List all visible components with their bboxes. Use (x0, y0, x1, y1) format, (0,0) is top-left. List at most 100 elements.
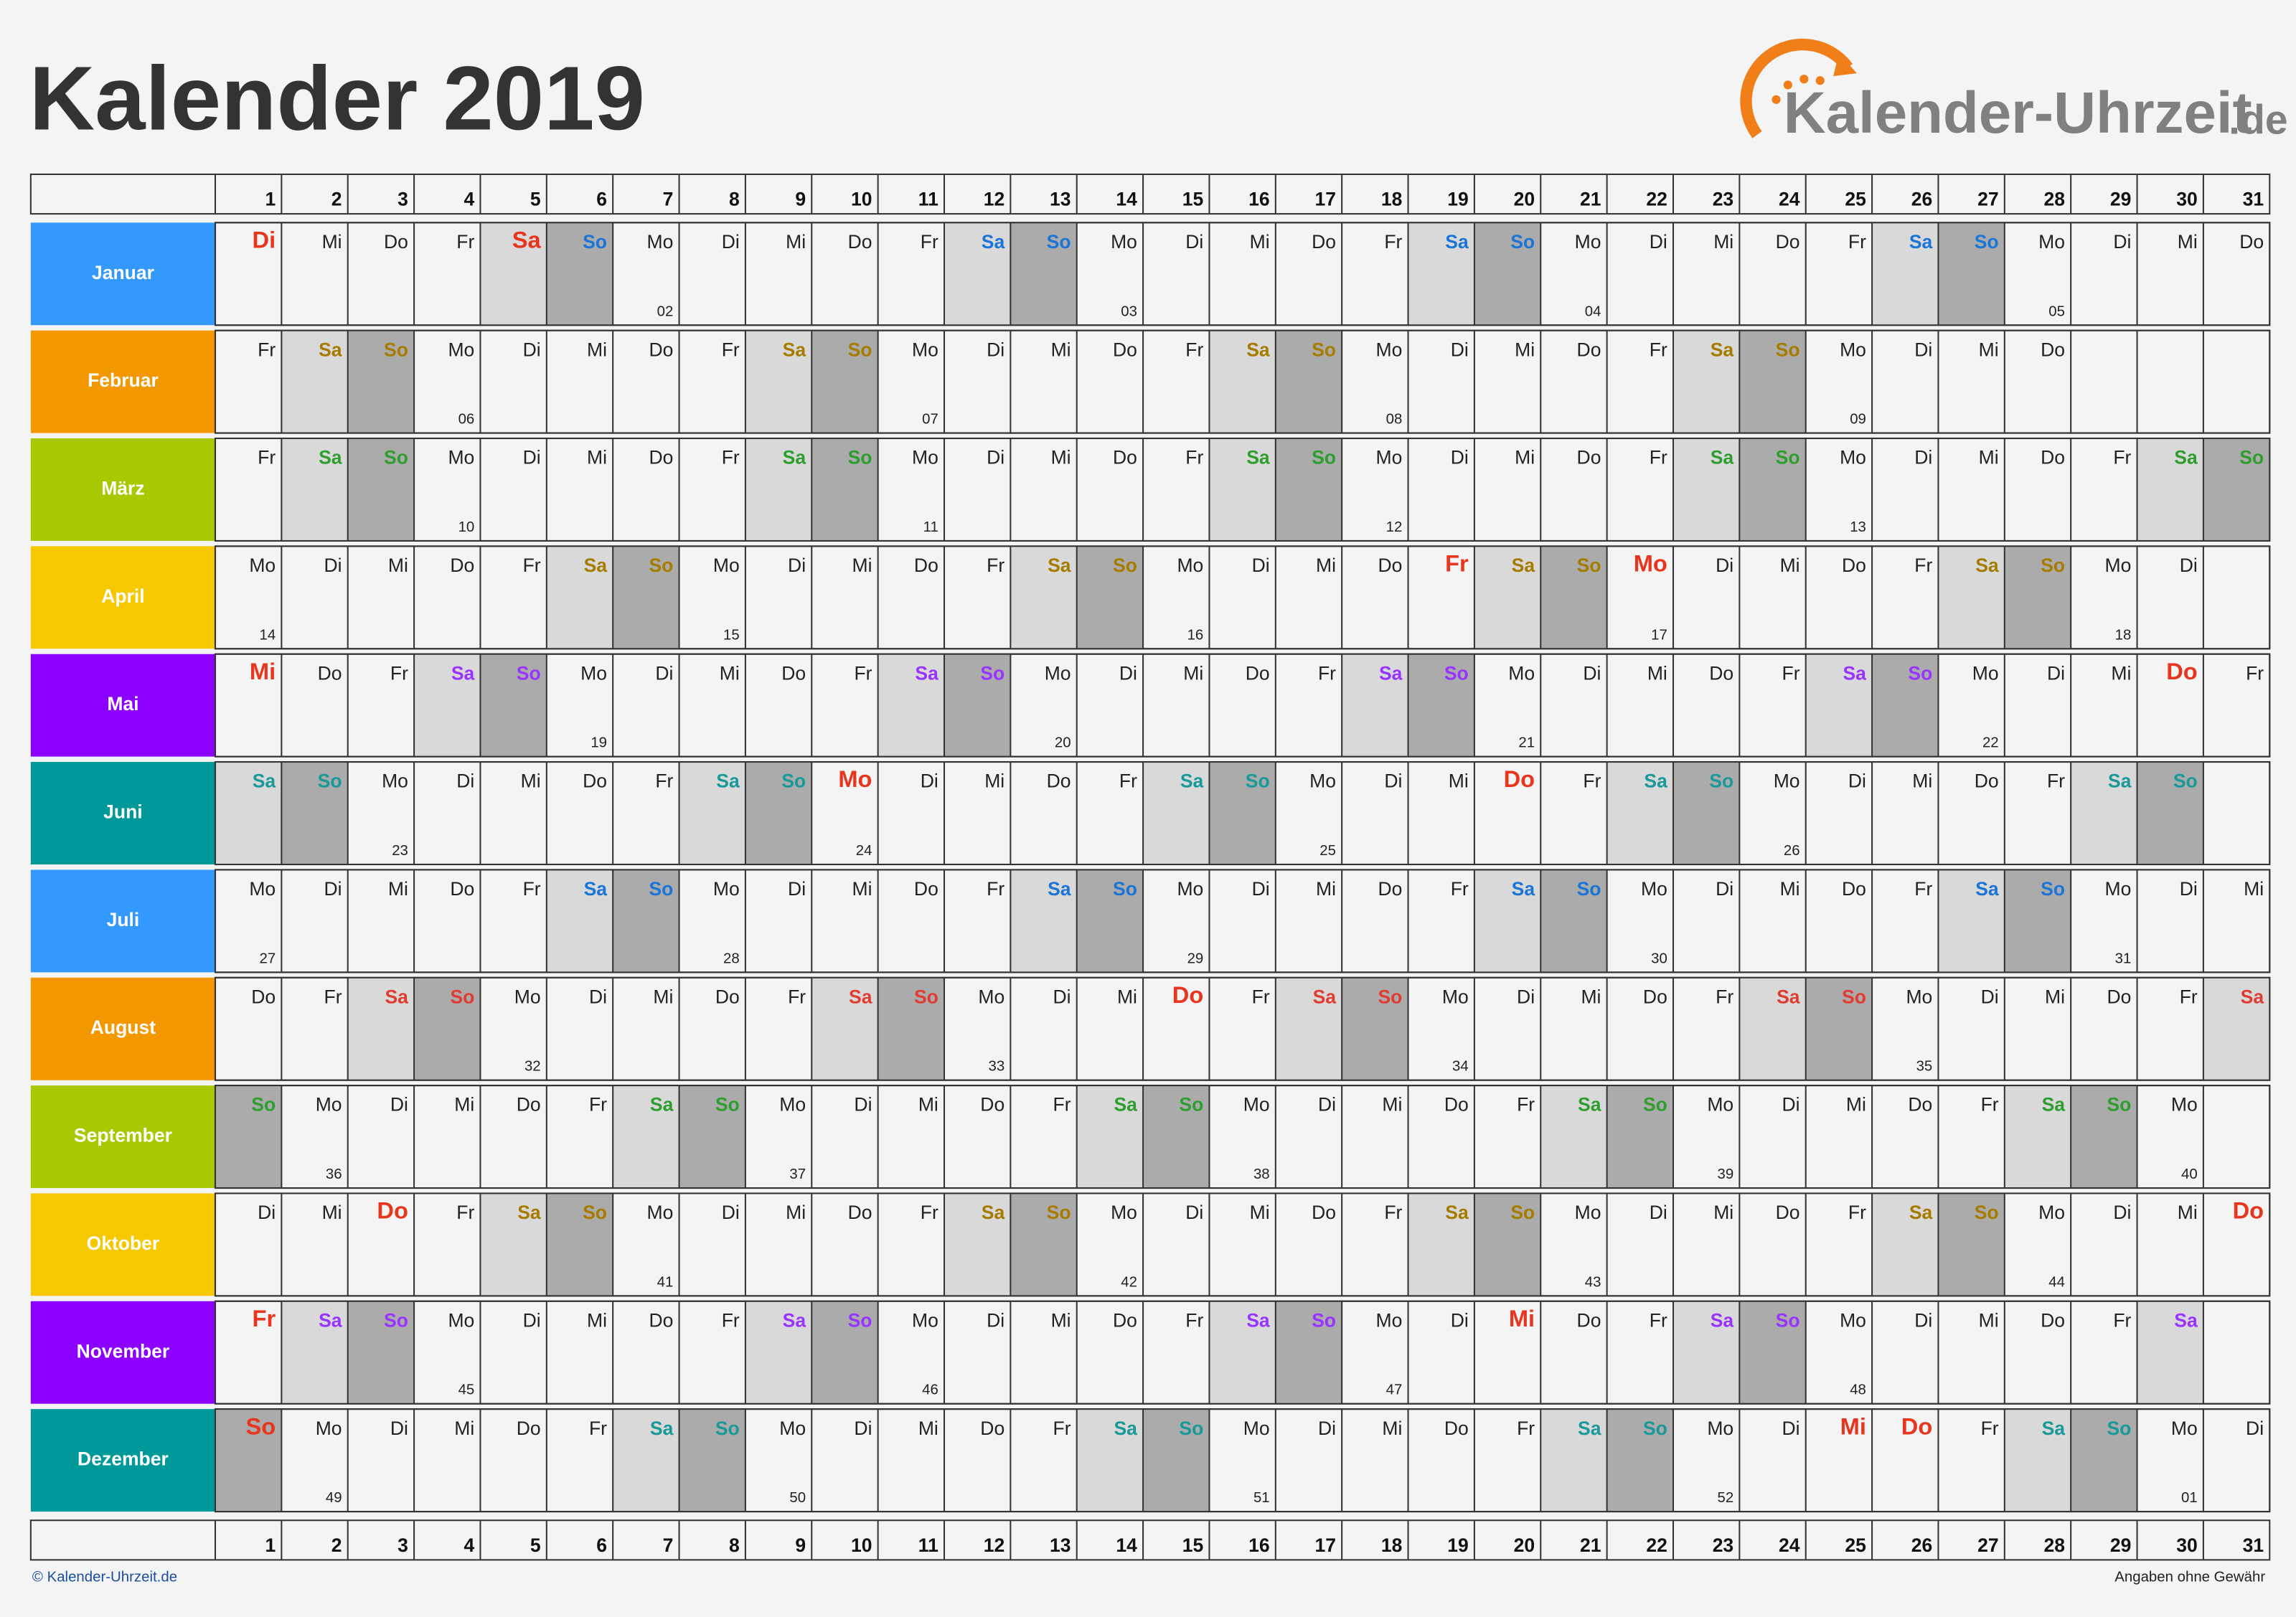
weekday: Mo (1177, 555, 1203, 576)
weekday: Fr (2113, 1309, 2131, 1331)
day-number: 8 (729, 189, 740, 210)
weekday: Mi (1713, 231, 1733, 253)
weekday: Do (1842, 878, 1866, 900)
title: Kalender 2019 (29, 47, 645, 148)
weekday: Mi (322, 231, 342, 253)
weekend-cell (679, 1409, 745, 1512)
weekday: Sa (1777, 986, 1800, 1007)
weekday: Do (1709, 662, 1733, 684)
weekend-cell (546, 222, 613, 326)
holiday-weekday: Do (1172, 981, 1204, 1008)
weekday: Fr (1914, 555, 1932, 576)
weekday: Di (722, 1202, 740, 1223)
weekday: Di (987, 1309, 1004, 1331)
week-number: 50 (789, 1490, 806, 1506)
weekday: Sa (849, 986, 872, 1007)
weekday: Mi (1581, 986, 1601, 1007)
weekend-cell (1938, 546, 2005, 649)
logo-tld: .de (2229, 98, 2288, 143)
weekday: So (1510, 1202, 1535, 1223)
holiday-weekday: Mo (838, 765, 872, 792)
weekday: Mi (852, 878, 872, 900)
month-row (214, 1408, 2271, 1513)
day-number: 27 (1977, 1534, 1998, 1556)
weekday: Mo (1442, 986, 1469, 1007)
month-name: Februar (88, 369, 159, 391)
weekday: Fr (722, 447, 740, 468)
weekday: Mi (1979, 339, 1999, 360)
weekday: Do (1444, 1094, 1469, 1116)
weekday: Do (450, 555, 474, 576)
day-number: 21 (1580, 1534, 1601, 1556)
weekday: Mo (1111, 1202, 1137, 1223)
weekday: Di (1451, 1309, 1469, 1331)
weekday: Mo (1641, 878, 1667, 900)
week-number: 28 (723, 951, 740, 966)
month-row (214, 976, 2271, 1081)
day-number: 9 (795, 1534, 806, 1556)
weekday: Fr (1517, 1094, 1535, 1116)
month-name: März (101, 478, 144, 499)
month-label-box (30, 654, 215, 757)
weekend-cell (1938, 222, 2005, 326)
weekday: Sa (982, 1202, 1005, 1223)
header-row (29, 173, 2271, 215)
weekday: So (1842, 986, 1866, 1007)
weekday: Fr (456, 231, 474, 253)
weekday: Mo (647, 231, 674, 253)
weekday: So (649, 555, 673, 576)
weekday: Do (1312, 231, 1336, 253)
weekend-cell (546, 1193, 613, 1296)
weekday: Mi (388, 878, 408, 900)
week-number: 46 (922, 1382, 938, 1398)
week-number: 05 (2048, 303, 2065, 319)
weekday: Do (2041, 339, 2065, 360)
day-number: 26 (1911, 1534, 1932, 1556)
weekday: Fr (456, 1202, 474, 1223)
weekend-cell (2004, 1085, 2071, 1189)
day-number: 5 (530, 189, 541, 210)
weekend-cell (1872, 222, 1939, 326)
weekday: Do (649, 447, 673, 468)
weekday: Do (649, 1309, 673, 1331)
weekday: Do (980, 1418, 1004, 1439)
weekend-cell (347, 1301, 415, 1404)
month-label-box (30, 977, 215, 1080)
week-number: 03 (1121, 303, 1137, 319)
weekday: Di (788, 878, 806, 900)
weekday: Mi (322, 1202, 342, 1223)
day-number: 24 (1779, 1534, 1800, 1556)
weekday: Mo (1906, 986, 1932, 1007)
month-name: September (74, 1125, 172, 1146)
weekday: Mi (1051, 339, 1071, 360)
weekday: Mi (587, 447, 607, 468)
weekday: So (1113, 878, 1137, 900)
weekday: Do (1378, 878, 1402, 900)
weekday: Fr (854, 662, 872, 684)
weekday: Sa (1313, 986, 1337, 1007)
weekend-cell (1010, 222, 1077, 326)
weekday: Di (987, 339, 1004, 360)
weekend-cell (1805, 977, 1873, 1080)
day-number: 3 (397, 189, 408, 210)
weekday: Mi (786, 231, 806, 253)
weekday: So (583, 1202, 607, 1223)
weekday: Fr (722, 339, 740, 360)
weekday: Mo (2105, 555, 2132, 576)
month-name: Juni (103, 801, 143, 823)
weekday: Sa (1379, 662, 1403, 684)
day-number: 11 (918, 1534, 938, 1556)
weekday: Di (456, 770, 474, 792)
weekday: Mo (1376, 1309, 1403, 1331)
day-number: 2 (331, 1534, 342, 1556)
week-number: 08 (1386, 412, 1403, 428)
week-number: 49 (326, 1490, 342, 1506)
week-number: 27 (260, 951, 276, 966)
weekday: Sa (1512, 555, 1535, 576)
weekday: Sa (2174, 447, 2198, 468)
footer-row (29, 1519, 2271, 1561)
day-number: 4 (464, 189, 475, 210)
weekday: Do (251, 986, 276, 1007)
weekday: Do (980, 1094, 1004, 1116)
day-number: 16 (1248, 189, 1269, 210)
